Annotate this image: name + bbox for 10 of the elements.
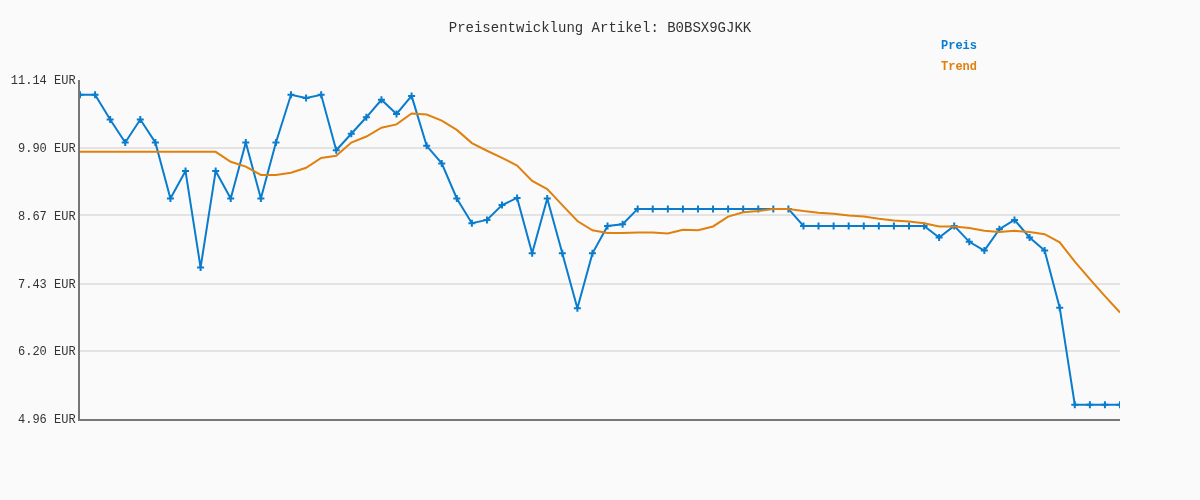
y-tick-label: 7.43 EUR xyxy=(17,277,76,292)
chart-title: Preisentwicklung Artikel: B0BSX9GJKK xyxy=(448,20,752,37)
y-tick-label: 4.96 EUR xyxy=(17,413,76,428)
y-tick-label: 6.20 EUR xyxy=(17,345,76,360)
text: Trend xyxy=(941,60,978,74)
line-series xyxy=(80,112,1120,314)
text: Preis xyxy=(941,39,978,53)
y-tick-label: 9.90 EUR xyxy=(17,142,76,157)
y-tick-label: 11.14 EUR xyxy=(10,74,76,89)
y-tick-label: 8.67 EUR xyxy=(17,209,76,224)
